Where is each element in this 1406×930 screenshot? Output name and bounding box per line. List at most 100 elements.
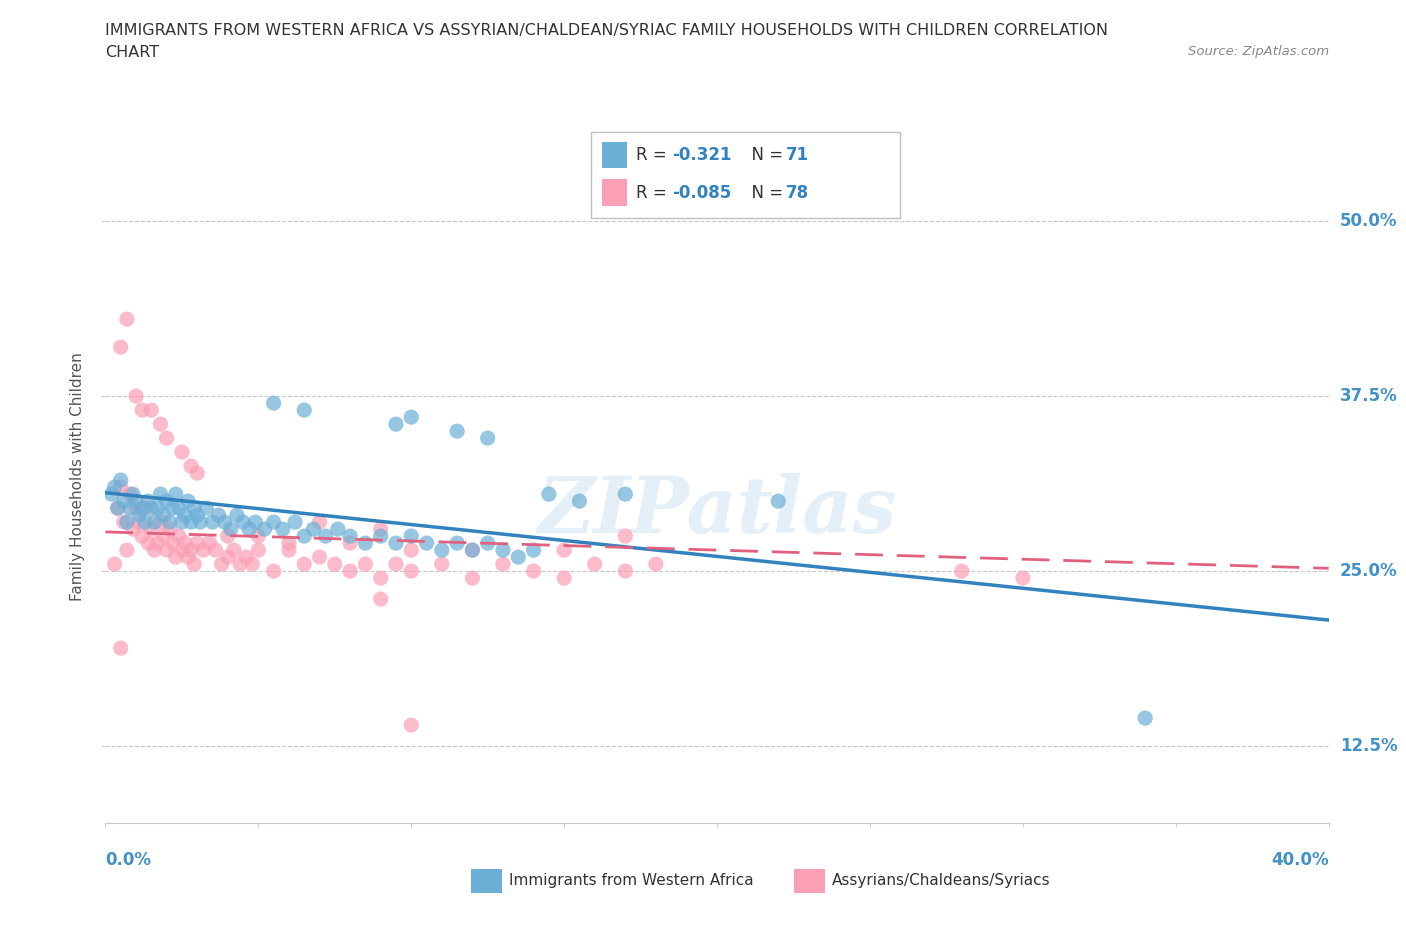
Point	[644, 557, 666, 572]
Text: 37.5%: 37.5%	[1340, 387, 1398, 405]
Point	[323, 557, 346, 572]
Point	[477, 431, 499, 445]
Point	[125, 389, 148, 404]
Point	[399, 410, 422, 425]
Point	[118, 486, 141, 501]
Point	[339, 528, 361, 543]
Point	[183, 500, 205, 515]
Point	[385, 557, 408, 572]
Point	[553, 571, 575, 586]
Point	[177, 550, 200, 565]
Point	[277, 536, 299, 551]
Point	[112, 514, 135, 529]
Text: R =: R =	[636, 183, 672, 202]
Point	[193, 543, 215, 558]
Point	[122, 522, 145, 537]
Point	[461, 543, 484, 558]
Point	[110, 480, 132, 495]
Point	[614, 486, 637, 501]
Point	[141, 403, 163, 418]
Point	[222, 543, 245, 558]
Point	[292, 557, 315, 572]
Point	[162, 500, 184, 515]
Point	[165, 486, 187, 501]
Point	[159, 514, 181, 529]
Point	[110, 339, 132, 354]
Point	[235, 550, 257, 565]
Text: CHART: CHART	[105, 45, 159, 60]
Point	[152, 528, 174, 543]
Point	[170, 445, 193, 459]
Point	[219, 522, 242, 537]
Point	[186, 508, 208, 523]
Point	[508, 550, 530, 565]
Y-axis label: Family Households with Children: Family Households with Children	[70, 352, 86, 601]
Point	[155, 494, 177, 509]
Point	[146, 536, 169, 551]
Point	[152, 508, 174, 523]
Text: Source: ZipAtlas.com: Source: ZipAtlas.com	[1188, 45, 1329, 58]
Point	[170, 514, 193, 529]
Point	[131, 500, 153, 515]
Point	[461, 543, 484, 558]
Point	[247, 528, 270, 543]
Point	[308, 550, 330, 565]
Point	[430, 557, 453, 572]
Text: 71: 71	[786, 146, 808, 165]
Point	[134, 514, 156, 529]
Point	[354, 536, 377, 551]
Point	[110, 472, 132, 487]
Point	[100, 486, 122, 501]
Point	[370, 591, 392, 606]
Point	[263, 564, 285, 578]
Point	[155, 431, 177, 445]
Point	[238, 522, 260, 537]
Point	[136, 494, 159, 509]
Point	[430, 543, 453, 558]
Point	[950, 564, 973, 578]
Text: Assyrians/Chaldeans/Syriacs: Assyrians/Chaldeans/Syriacs	[832, 873, 1050, 888]
Point	[141, 522, 163, 537]
Point	[226, 508, 249, 523]
Point	[125, 500, 148, 515]
Point	[232, 514, 254, 529]
Point	[253, 522, 276, 537]
Text: 78: 78	[786, 183, 808, 202]
Point	[583, 557, 606, 572]
Point	[399, 528, 422, 543]
Point	[271, 522, 294, 537]
Text: -0.085: -0.085	[672, 183, 731, 202]
Point	[195, 500, 218, 515]
Point	[131, 403, 153, 418]
Point	[149, 417, 172, 432]
Point	[134, 500, 156, 515]
Point	[174, 536, 197, 551]
Point	[247, 543, 270, 558]
Point	[553, 543, 575, 558]
Point	[131, 528, 153, 543]
Point	[180, 514, 202, 529]
Point	[146, 500, 169, 515]
Point	[263, 395, 285, 410]
Point	[104, 480, 127, 495]
Point	[110, 641, 132, 656]
Point	[183, 557, 205, 572]
Point	[477, 536, 499, 551]
Point	[385, 417, 408, 432]
Point	[446, 536, 468, 551]
Point	[207, 508, 229, 523]
Point	[302, 522, 325, 537]
Point	[537, 486, 560, 501]
Point	[167, 500, 190, 515]
Point	[461, 571, 484, 586]
Point	[1011, 571, 1033, 586]
Point	[217, 550, 239, 565]
Point	[107, 500, 129, 515]
Point	[446, 424, 468, 439]
Point	[115, 543, 138, 558]
Point	[159, 522, 181, 537]
Point	[768, 494, 790, 509]
Point	[162, 536, 184, 551]
Point	[149, 486, 172, 501]
Point	[180, 458, 202, 473]
